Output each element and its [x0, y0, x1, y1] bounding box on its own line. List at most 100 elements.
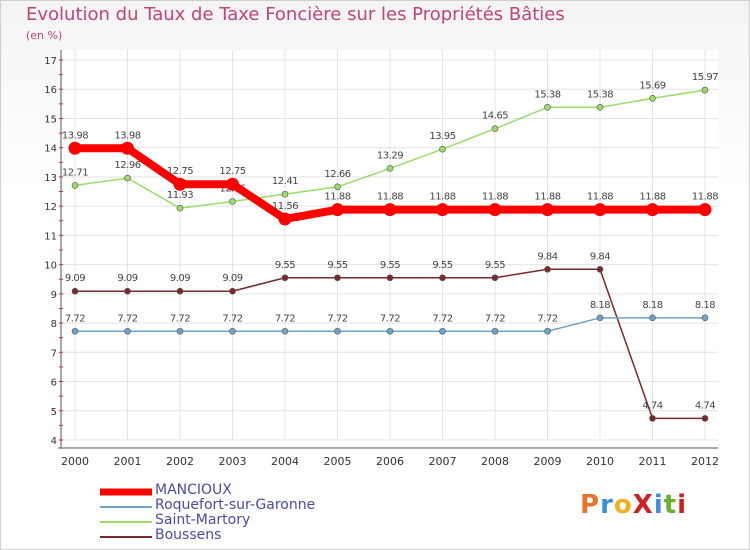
data-label: 13.95: [429, 131, 455, 142]
legend-swatch-roquefort: [100, 505, 152, 508]
x-tick-label: 2001: [114, 455, 142, 468]
data-point: [334, 274, 341, 282]
data-point: [436, 203, 449, 217]
data-label: 9.09: [222, 273, 242, 284]
data-label: 7.72: [380, 313, 400, 324]
data-point: [281, 327, 289, 335]
data-label: 12.75: [219, 166, 245, 177]
data-label: 9.84: [590, 251, 610, 262]
legend-label-roquefort: Roquefort-sur-Garonne: [155, 497, 316, 513]
proxiti-logo: ProXiti: [580, 490, 687, 520]
legend-label-mancioux: MANCIOUX: [155, 482, 232, 498]
data-point: [124, 327, 131, 335]
data-label: 11.88: [639, 192, 665, 203]
data-point: [491, 274, 499, 282]
data-point: [596, 104, 604, 111]
data-point: [701, 415, 709, 422]
data-label: 4.74: [642, 400, 662, 411]
data-label: 8.18: [642, 300, 662, 311]
data-point: [331, 203, 344, 217]
logo-letter: o: [613, 490, 633, 520]
y-tick-label: 13: [44, 173, 57, 184]
data-label: 11.88: [534, 192, 560, 203]
y-tick-label: 11: [44, 231, 57, 242]
data-label: 9.55: [380, 260, 400, 271]
x-tick-label: 2011: [639, 455, 667, 468]
data-label: 9.84: [537, 251, 557, 262]
data-label: 7.72: [432, 313, 452, 324]
data-point: [71, 327, 79, 335]
data-point: [698, 203, 712, 217]
data-label: 7.72: [170, 313, 190, 324]
line-chart: 4 5 6 7 8 9 10 11 12 13 14 15 16 17 2000 2001 2002 2003 20…: [44, 50, 719, 468]
x-tick-label: 2010: [586, 455, 614, 468]
x-tick-label: 2008: [481, 455, 509, 468]
data-point: [544, 327, 551, 335]
logo-letter: P: [580, 490, 601, 520]
data-label: 11.88: [587, 192, 613, 203]
data-label: 12.41: [272, 176, 298, 187]
data-point: [229, 287, 236, 295]
y-tick-label: 14: [44, 144, 57, 155]
data-point: [124, 287, 131, 295]
data-point: [176, 327, 184, 335]
data-point: [176, 287, 184, 295]
data-label: 11.88: [692, 192, 718, 203]
x-tick-label: 2005: [324, 455, 352, 468]
y-tick-label: 12: [44, 202, 57, 213]
data-point: [71, 182, 79, 189]
data-point: [229, 327, 236, 335]
data-label: 11.93: [167, 190, 193, 201]
logo-letter: t: [663, 490, 678, 520]
data-label: 7.72: [537, 313, 557, 324]
data-point: [439, 145, 446, 153]
y-tick-label: 8: [51, 319, 57, 330]
data-point: [334, 327, 341, 335]
y-tick-label: 17: [44, 56, 57, 67]
data-label: 7.72: [485, 313, 505, 324]
legend-label-saint-martory: Saint-Martory: [155, 512, 251, 528]
x-tick-label: 2007: [429, 455, 457, 468]
data-point: [383, 203, 397, 217]
data-label: 7.72: [65, 313, 85, 324]
data-point: [701, 314, 709, 322]
x-tick-label: 2012: [691, 455, 719, 468]
data-point: [544, 104, 551, 111]
data-point: [173, 177, 187, 191]
data-label: 12.66: [324, 169, 350, 180]
y-tick-label: 7: [51, 348, 57, 359]
data-label: 11.88: [324, 192, 350, 203]
data-point: [71, 287, 79, 295]
data-point: [593, 203, 607, 217]
data-label: 9.55: [327, 260, 347, 271]
data-point: [544, 265, 551, 273]
legend-swatch-saint-martory: [100, 520, 152, 523]
data-point: [596, 265, 604, 273]
data-point: [229, 198, 236, 205]
data-point: [488, 203, 502, 217]
data-label: 9.09: [170, 273, 190, 284]
data-label: 11.88: [482, 192, 508, 203]
data-label: 9.55: [275, 260, 295, 271]
data-point: [226, 177, 239, 191]
x-tick-label: 2006: [376, 455, 404, 468]
data-point: [281, 274, 289, 282]
data-label: 15.38: [534, 89, 560, 100]
data-label: 9.55: [432, 260, 452, 271]
data-label: 12.71: [62, 167, 88, 178]
data-label: 15.69: [639, 80, 665, 91]
data-label: 9.55: [485, 260, 505, 271]
data-label: 7.72: [275, 313, 295, 324]
data-label: 12.75: [167, 166, 193, 177]
y-tick-label: 4: [51, 436, 57, 447]
chart-subtitle: (en %): [26, 29, 63, 42]
data-label: 11.88: [377, 192, 403, 203]
data-point: [541, 203, 554, 217]
data-label: 9.09: [65, 273, 85, 284]
y-tick-label: 9: [51, 290, 57, 301]
data-point: [386, 274, 394, 282]
data-point: [439, 274, 446, 282]
data-label: 13.98: [62, 130, 88, 141]
data-label: 8.18: [695, 300, 715, 311]
x-tick-label: 2009: [534, 455, 562, 468]
